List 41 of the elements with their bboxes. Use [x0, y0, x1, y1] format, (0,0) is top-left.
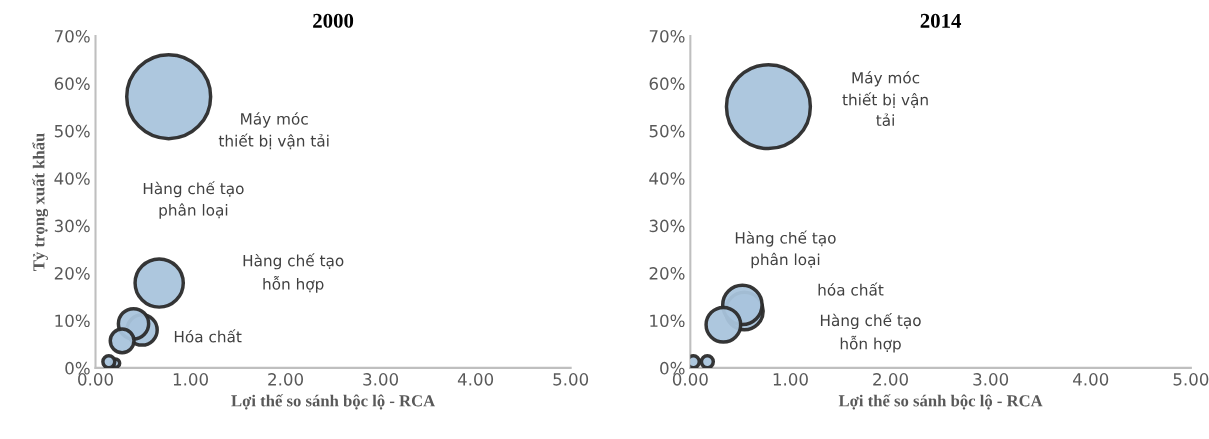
- y-tick-label: 30%: [54, 219, 90, 233]
- y-tick-label: 40%: [54, 172, 90, 185]
- y-tick-label: 60%: [54, 77, 90, 90]
- x-axis-title: Lợi thế so sánh bộc lộ - RCA: [231, 394, 436, 410]
- y-tick-label: 30%: [649, 219, 685, 233]
- annotation: Máy móc thiết bị vận tải: [218, 112, 329, 150]
- annotation: Hàng chế tạo hỗn hợp: [820, 313, 921, 353]
- annotation: hóa chất: [818, 282, 884, 296]
- annotation: Hóa chất: [174, 329, 242, 343]
- annotation: Máy móc thiết bị vận tải: [842, 71, 928, 127]
- y-tick-label: 10%: [55, 314, 90, 328]
- x-tick-label: 3.00: [973, 373, 1009, 386]
- annotation: Hàng chế tạo phân loại: [735, 230, 836, 269]
- y-tick-label: 70%: [649, 29, 685, 43]
- x-tick-label: 1.00: [773, 373, 808, 386]
- annotation: Hàng chế tạo phân loại: [143, 181, 244, 219]
- y-tick-label: 20%: [54, 267, 90, 280]
- x-tick-label: 4.00: [1073, 373, 1109, 386]
- y-tick-label: 50%: [54, 124, 90, 138]
- x-tick-label: 4.00: [457, 373, 494, 386]
- y-tick-label: 70%: [54, 29, 90, 43]
- x-tick-label: 0.00: [78, 373, 113, 386]
- x-axis-title: Lợi thế so sánh bộc lộ - RCA: [838, 394, 1043, 410]
- y-tick-label: 0%: [65, 361, 90, 375]
- chart-title: 2014: [920, 13, 962, 28]
- y-tick-label: 50%: [649, 124, 685, 138]
- x-tick-label: 1.00: [173, 373, 208, 386]
- annotation: Hàng chế tạo hỗn hợp: [243, 253, 344, 293]
- y-axis-title: Tỷ trọng xuất khẩu: [32, 133, 49, 271]
- x-tick-label: 3.00: [363, 373, 399, 386]
- y-tick-label: 0%: [660, 361, 685, 375]
- x-tick-label: 2.00: [873, 373, 908, 386]
- x-tick-label: 5.00: [553, 373, 589, 386]
- y-tick-label: 60%: [649, 77, 685, 90]
- y-tick-label: 40%: [649, 172, 685, 185]
- chart-title: 2000: [313, 13, 354, 28]
- y-tick-label: 10%: [650, 314, 685, 328]
- x-tick-label: 2.00: [268, 373, 304, 386]
- y-tick-label: 20%: [649, 267, 685, 280]
- x-tick-label: 0.00: [672, 373, 708, 386]
- x-tick-label: 5.00: [1173, 373, 1209, 386]
